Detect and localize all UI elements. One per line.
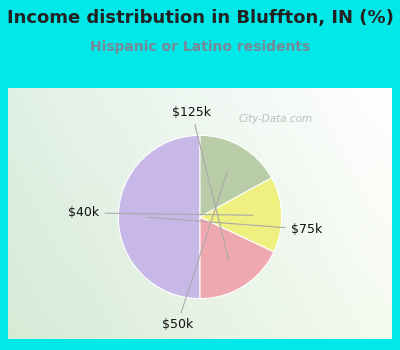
Wedge shape [200, 178, 282, 252]
Wedge shape [118, 135, 200, 299]
Text: $50k: $50k [162, 172, 228, 331]
Text: Income distribution in Bluffton, IN (%): Income distribution in Bluffton, IN (%) [6, 9, 394, 27]
Text: Hispanic or Latino residents: Hispanic or Latino residents [90, 40, 310, 54]
Text: $125k: $125k [172, 106, 229, 261]
Wedge shape [200, 217, 274, 299]
Wedge shape [200, 135, 272, 217]
Text: $75k: $75k [147, 217, 322, 236]
Text: $40k: $40k [68, 206, 253, 219]
Text: City-Data.com: City-Data.com [238, 114, 312, 124]
